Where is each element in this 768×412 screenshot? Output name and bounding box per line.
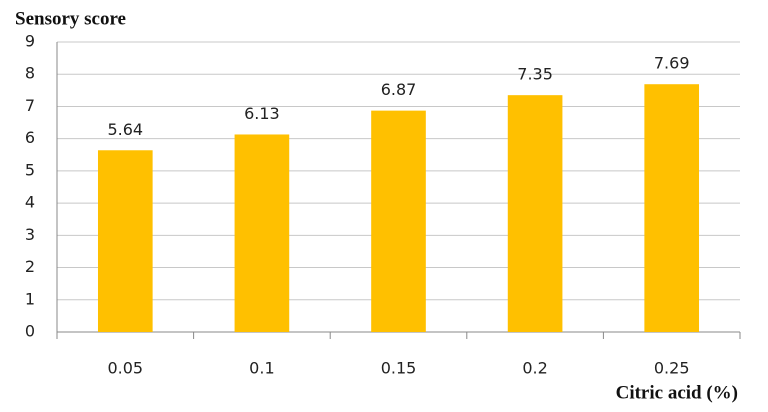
- bar: [234, 134, 290, 332]
- data-label: 7.35: [517, 65, 553, 84]
- x-tick-label: 0.1: [249, 359, 274, 378]
- y-tick-label: 8: [25, 64, 35, 83]
- x-tick-label: 0.15: [381, 359, 417, 378]
- y-tick-label: 9: [25, 32, 35, 51]
- y-tick-label: 6: [25, 128, 35, 147]
- y-tick-label: 5: [25, 160, 35, 179]
- bar: [507, 95, 563, 333]
- y-tick-label: 3: [25, 225, 35, 244]
- x-tick-label: 0.05: [107, 359, 143, 378]
- y-tick-label: 4: [25, 193, 35, 212]
- x-axis-title: Citric acid (%): [616, 382, 738, 403]
- bar: [644, 84, 700, 332]
- bar: [97, 150, 153, 332]
- x-tick-label: 0.2: [522, 359, 547, 378]
- x-tick-label: 0.25: [654, 359, 690, 378]
- y-tick-label: 1: [25, 289, 35, 308]
- y-tick-label: 2: [25, 257, 35, 276]
- bar: [371, 110, 426, 332]
- y-tick-label: 0: [25, 322, 35, 341]
- y-tick-label: 7: [25, 96, 35, 115]
- data-label: 5.64: [107, 120, 143, 139]
- y-axis-title: Sensory score: [15, 8, 126, 29]
- data-label: 6.13: [244, 104, 280, 123]
- data-label: 7.69: [654, 54, 690, 73]
- data-label: 6.87: [381, 80, 417, 99]
